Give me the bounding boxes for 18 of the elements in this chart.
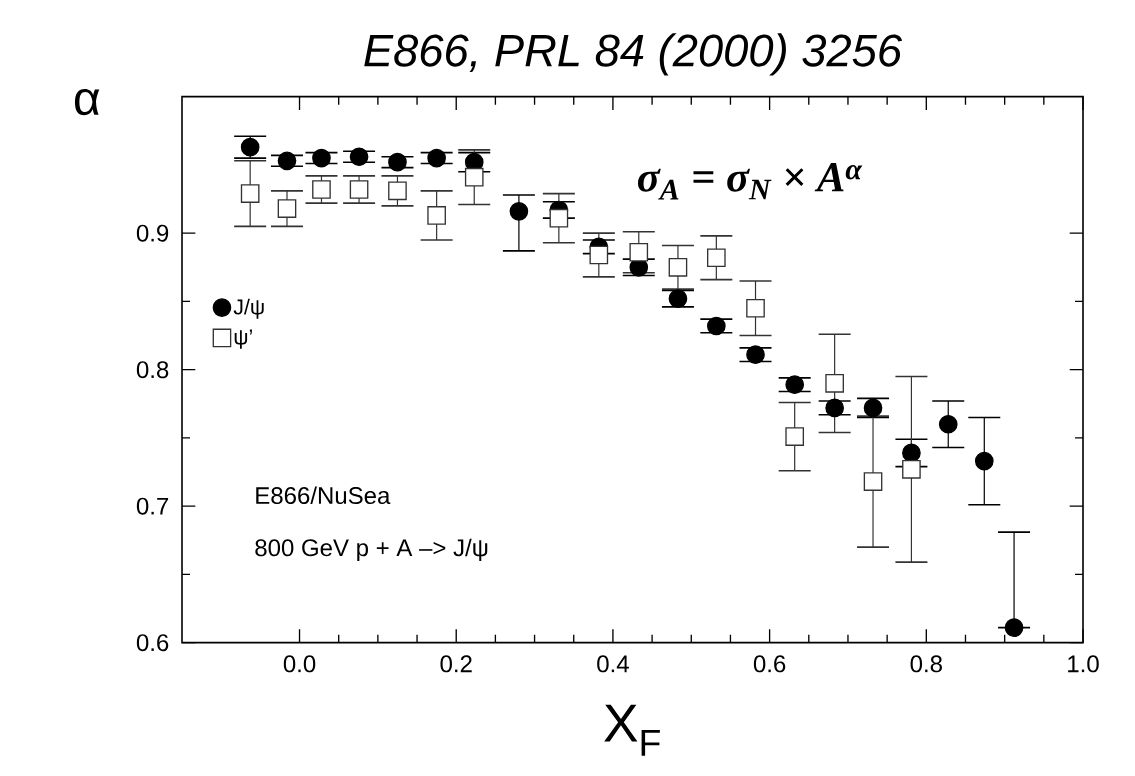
y-tick-label: 0.6 — [136, 634, 169, 652]
x-tick-label: 1.0 — [1068, 655, 1099, 673]
annotation: 800 GeV p + A –> J/ψ — [255, 538, 488, 562]
chart-title: E866, PRL 84 (2000) 3256 — [364, 33, 903, 76]
legend-label: ψ’ — [234, 329, 252, 349]
y-axis-title: α — [74, 88, 100, 116]
legend-label: J/ψ — [233, 298, 264, 319]
x-tick-label: 0.4 — [597, 655, 629, 673]
y-tick-label: 0.9 — [136, 224, 169, 242]
x-tick-label: 0.6 — [753, 655, 786, 673]
x-tick-label: 0.2 — [440, 655, 472, 673]
x-tick-label: 0.0 — [283, 655, 316, 673]
y-tick-label: 0.7 — [136, 497, 169, 515]
x-axis-title: X$_{F}$ — [604, 704, 660, 756]
annotation: σ$_{A}$ = σ$_{N}$ × A$^{α}$ — [637, 163, 863, 200]
annotation: E866/NuSea — [256, 486, 391, 505]
x-tick-label: 0.8 — [910, 655, 942, 673]
y-tick-label: 0.8 — [136, 361, 169, 379]
